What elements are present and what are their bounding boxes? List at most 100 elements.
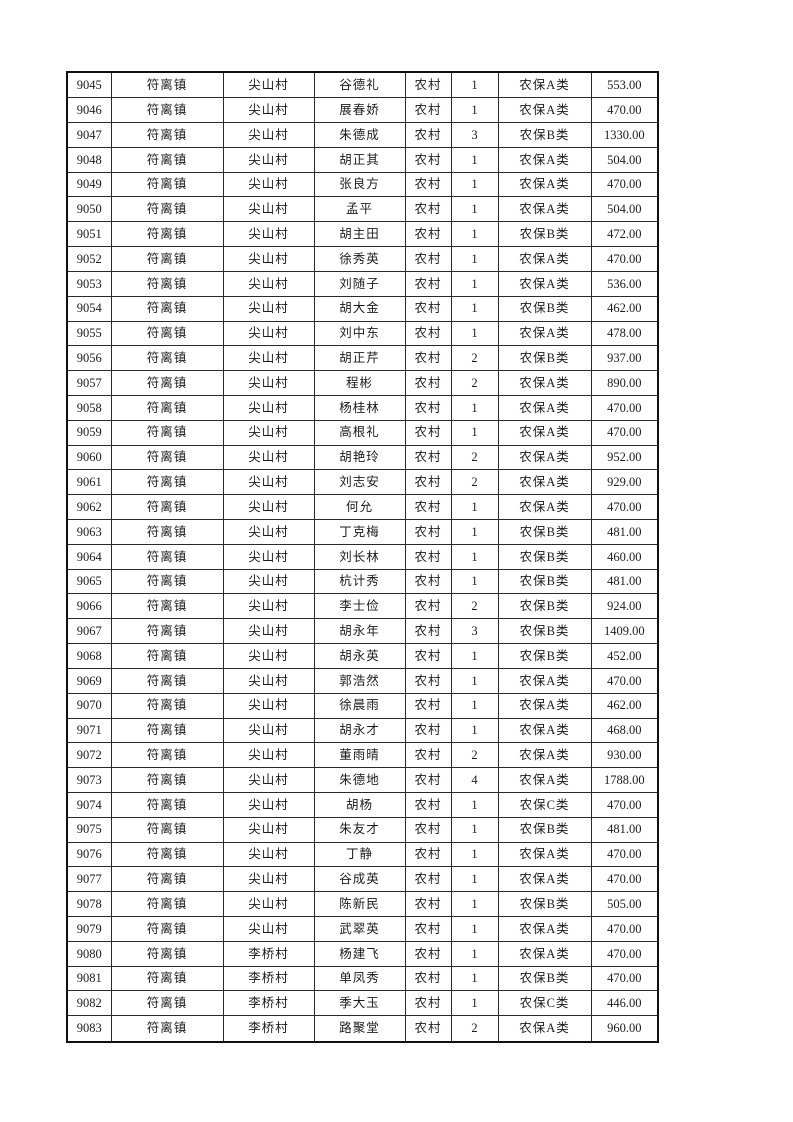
cell-amount: 504.00	[590, 146, 659, 173]
cell-residence-type: 农村	[404, 1015, 452, 1043]
cell-residence-type: 农村	[404, 742, 452, 769]
cell-serial: 9067	[66, 618, 112, 645]
cell-amount: 470.00	[590, 940, 659, 967]
cell-person-count: 1	[450, 717, 499, 744]
cell-village: 尖山村	[222, 122, 315, 148]
cell-village: 尖山村	[222, 916, 315, 942]
cell-name: 路聚堂	[313, 1015, 406, 1043]
cell-residence-type: 农村	[404, 940, 452, 967]
cell-person-count: 1	[450, 940, 499, 967]
table-row: 9057 符离镇 尖山村 程彬 农村 2 农保A类 890.00	[66, 370, 659, 396]
cell-town: 符离镇	[110, 816, 224, 843]
cell-name: 朱友才	[313, 816, 406, 843]
cell-amount: 470.00	[590, 246, 659, 272]
cell-name: 刘志安	[313, 469, 406, 496]
cell-town: 符离镇	[110, 767, 224, 793]
cell-category: 农保B类	[497, 965, 592, 992]
table-row: 9071 符离镇 尖山村 胡永才 农村 1 农保A类 468.00	[66, 717, 659, 744]
cell-amount: 890.00	[590, 370, 659, 396]
cell-person-count: 2	[450, 1015, 499, 1043]
cell-amount: 960.00	[590, 1015, 659, 1043]
cell-name: 李士俭	[313, 593, 406, 620]
cell-village: 尖山村	[222, 717, 315, 744]
cell-serial: 9070	[66, 692, 112, 719]
cell-village: 尖山村	[222, 767, 315, 793]
cell-town: 符离镇	[110, 196, 224, 223]
cell-person-count: 1	[450, 196, 499, 223]
cell-person-count: 1	[450, 990, 499, 1017]
table-row: 9074 符离镇 尖山村 胡杨 农村 1 农保C类 470.00	[66, 791, 659, 818]
table-row: 9075 符离镇 尖山村 朱友才 农村 1 农保B类 481.00	[66, 816, 659, 843]
cell-village: 尖山村	[222, 667, 315, 694]
cell-amount: 1409.00	[590, 618, 659, 645]
cell-serial: 9059	[66, 419, 112, 446]
cell-serial: 9057	[66, 370, 112, 396]
cell-person-count: 1	[450, 171, 499, 198]
cell-amount: 470.00	[590, 494, 659, 521]
cell-serial: 9066	[66, 593, 112, 620]
cell-residence-type: 农村	[404, 196, 452, 223]
cell-residence-type: 农村	[404, 618, 452, 645]
cell-serial: 9072	[66, 742, 112, 769]
cell-serial: 9078	[66, 891, 112, 918]
table-row: 9062 符离镇 尖山村 何允 农村 1 农保A类 470.00	[66, 494, 659, 521]
cell-residence-type: 农村	[404, 692, 452, 719]
cell-town: 符离镇	[110, 519, 224, 545]
cell-person-count: 1	[450, 841, 499, 868]
cell-amount: 470.00	[590, 916, 659, 942]
cell-amount: 470.00	[590, 419, 659, 446]
cell-person-count: 1	[450, 965, 499, 992]
cell-serial: 9062	[66, 494, 112, 521]
cell-name: 杨桂林	[313, 394, 406, 421]
cell-town: 符离镇	[110, 1015, 224, 1043]
cell-amount: 481.00	[590, 816, 659, 843]
cell-amount: 481.00	[590, 519, 659, 545]
cell-category: 农保C类	[497, 990, 592, 1017]
table-row: 9070 符离镇 尖山村 徐晨雨 农村 1 农保A类 462.00	[66, 692, 659, 719]
cell-person-count: 1	[450, 643, 499, 669]
cell-person-count: 1	[450, 494, 499, 521]
cell-category: 农保B类	[497, 543, 592, 570]
cell-residence-type: 农村	[404, 270, 452, 297]
cell-serial: 9049	[66, 171, 112, 198]
cell-amount: 504.00	[590, 196, 659, 223]
cell-town: 符离镇	[110, 345, 224, 372]
table-row: 9066 符离镇 尖山村 李士俭 农村 2 农保B类 924.00	[66, 593, 659, 620]
cell-amount: 536.00	[590, 270, 659, 297]
cell-person-count: 1	[450, 543, 499, 570]
cell-town: 符离镇	[110, 543, 224, 570]
cell-category: 农保A类	[497, 444, 592, 471]
table-row: 9064 符离镇 尖山村 刘长林 农村 1 农保B类 460.00	[66, 543, 659, 570]
cell-category: 农保A类	[497, 97, 592, 124]
cell-serial: 9061	[66, 469, 112, 496]
cell-serial: 9051	[66, 221, 112, 248]
cell-category: 农保B类	[497, 891, 592, 918]
cell-amount: 460.00	[590, 543, 659, 570]
cell-residence-type: 农村	[404, 171, 452, 198]
cell-amount: 470.00	[590, 866, 659, 893]
cell-serial: 9083	[66, 1015, 112, 1043]
cell-serial: 9081	[66, 965, 112, 992]
cell-amount: 468.00	[590, 717, 659, 744]
cell-town: 符离镇	[110, 916, 224, 942]
table-body: 9045 符离镇 尖山村 谷德礼 农村 1 农保A类 553.00 9046 符离镇 尖山村 展春娇农…	[66, 71, 659, 1043]
cell-residence-type: 农村	[404, 419, 452, 446]
cell-category: 农保A类	[497, 469, 592, 496]
cell-residence-type: 农村	[404, 146, 452, 173]
cell-name: 丁克梅	[313, 519, 406, 545]
cell-category: 农保A类	[497, 916, 592, 942]
cell-category: 农保A类	[497, 767, 592, 793]
cell-serial: 9068	[66, 643, 112, 669]
cell-amount: 470.00	[590, 97, 659, 124]
cell-person-count: 1	[450, 146, 499, 173]
cell-serial: 9075	[66, 816, 112, 843]
cell-category: 农保A类	[497, 717, 592, 744]
cell-residence-type: 农村	[404, 717, 452, 744]
cell-amount: 470.00	[590, 667, 659, 694]
cell-category: 农保A类	[497, 692, 592, 719]
cell-category: 农保B类	[497, 221, 592, 248]
table-row: 9067 符离镇 尖山村 胡永年 农村 3 农保B类 1409.00	[66, 618, 659, 645]
table-row: 9056 符离镇 尖山村 胡正芹 农村 2 农保B类 937.00	[66, 345, 659, 372]
cell-category: 农保A类	[497, 320, 592, 347]
cell-village: 尖山村	[222, 519, 315, 545]
